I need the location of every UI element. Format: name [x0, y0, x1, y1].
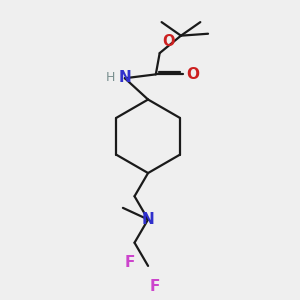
Text: O: O [163, 34, 175, 49]
Text: H: H [106, 71, 115, 84]
Text: N: N [118, 70, 131, 85]
Text: N: N [142, 212, 154, 227]
Text: F: F [124, 254, 134, 269]
Text: O: O [186, 67, 199, 82]
Text: F: F [150, 280, 160, 295]
